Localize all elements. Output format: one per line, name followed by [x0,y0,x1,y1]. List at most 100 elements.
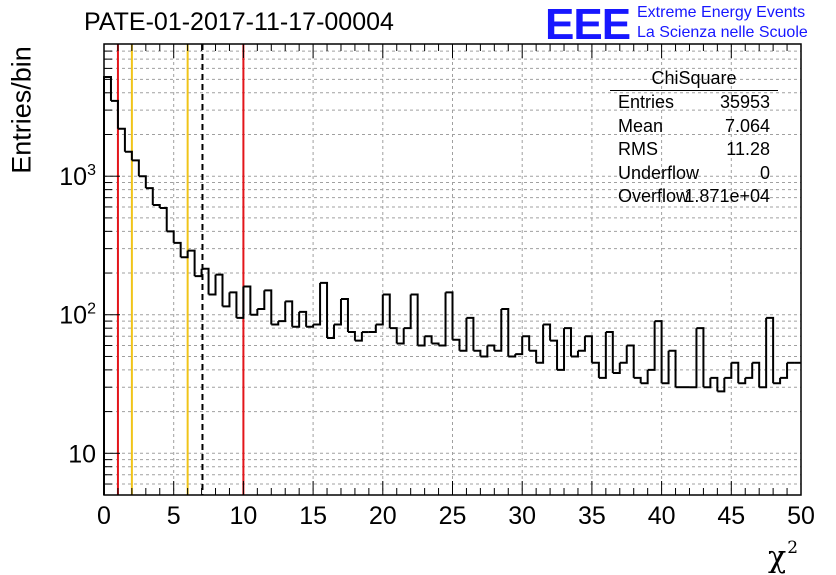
histogram-bin [103,76,112,495]
x-tick-label: 30 [508,502,536,530]
histogram-bin [773,377,782,385]
histogram-bin [403,294,412,330]
x-tick-label: 45 [717,502,745,530]
histogram-bin [320,281,329,338]
histogram-bin [236,286,245,319]
histogram-bin [347,331,356,341]
stats-value: 0 [759,162,770,183]
histogram-bin [612,362,621,374]
histogram-bin [731,361,740,384]
histogram-bin [647,321,656,371]
histogram-bin [313,282,322,326]
x-tick-label: 5 [167,502,181,530]
histogram-bin [515,336,524,356]
histogram-bin [445,291,454,340]
histogram-bin [696,327,705,388]
histogram-bin [598,332,607,379]
histogram-bin [543,323,552,341]
stats-row-rms: RMS 11.28 [610,138,778,162]
histogram-bin [222,292,231,308]
x-tick-label: 20 [369,502,397,530]
histogram-bin [145,187,154,205]
histogram-bin [354,332,363,342]
histogram-bin [584,335,593,363]
histogram-bin [215,273,224,307]
x-axis-label-base: χ [768,540,787,575]
stats-value: 11.28 [726,139,770,159]
stats-row-underflow: Underflow 0 [610,162,778,186]
axes-layer [103,43,802,496]
y-tick-label: 102 [59,301,96,330]
stats-row-overflow: Overflow 1.871e+04 [610,185,778,209]
histogram-bin [375,294,384,326]
histogram-bin [605,331,614,373]
histogram-bin [131,159,140,177]
histogram-bin [257,290,266,311]
histogram-bin [340,297,349,333]
logo-line-1: Extreme Energy Events [637,4,806,21]
histogram-bin [577,336,586,352]
histogram-bin [117,127,126,152]
x-tick-label: 10 [229,502,257,530]
y-tick-label: 103 [59,162,96,191]
x-tick-label: 25 [439,502,467,530]
histogram-bin [564,327,572,357]
histogram-bin [438,292,447,347]
histogram-bin [285,300,294,327]
histogram-bin [570,350,579,358]
histogram-bin [466,316,475,351]
histogram-bin [278,301,287,323]
histogram-bin [633,376,642,384]
stats-key: Entries [618,92,675,112]
stats-value: 1.871e+04 [684,186,770,206]
stats-box-title: ChiSquare [610,66,778,91]
histogram-bin [640,369,649,385]
histogram-bin [619,345,628,364]
histogram-bin [494,309,503,352]
histogram-bin [417,336,426,347]
y-tick-base: 10 [68,440,96,468]
histogram-bin [187,249,196,277]
histogram-bin [759,317,768,389]
histogram-bin [327,324,336,339]
histogram-bin [724,362,733,379]
stats-key: Overflow [618,186,690,206]
y-tick-exponent: 3 [87,162,96,179]
histogram-bin [508,354,517,358]
histogram-bin [766,316,775,384]
histogram-bin [264,289,273,325]
y-tick-label: 10 [68,440,96,468]
histogram-bin [522,335,531,351]
histogram-bin [591,361,600,378]
x-axis-label-exponent: 2 [787,538,799,558]
histogram-bin [389,327,398,344]
stats-box: ChiSquare Entries 35953 Mean 7.064 RMS 1… [610,66,778,209]
histogram-bin [459,317,468,352]
stats-key: RMS [618,139,658,159]
histogram-bin [201,267,210,295]
histogram-bin [166,230,175,243]
histogram-bin [138,175,147,189]
histogram-bin [752,361,761,388]
histogram-bin [668,349,677,388]
histogram-bin [334,298,342,326]
histogram-bin [180,250,189,259]
histogram-bin [780,362,789,379]
histogram-bin [626,344,635,378]
histogram-bin [299,310,308,327]
x-tick-label: 50 [787,502,815,530]
histogram-bin [229,291,238,318]
logo-line-2: La Scienza nelle Scuole [637,24,808,41]
histogram-bin [173,241,182,258]
histogram-bin [396,328,405,345]
histogram-bin [654,320,663,384]
histogram-bin [243,285,252,315]
x-axis-label: χ2 [768,538,798,575]
histogram-bin [110,99,119,129]
histogram-bin [487,344,496,351]
histogram-bin [452,338,461,351]
chart-title: PATE-01-2017-11-17-00004 [84,8,394,36]
y-tick-base: 10 [59,302,87,330]
histogram-bin [717,377,726,393]
